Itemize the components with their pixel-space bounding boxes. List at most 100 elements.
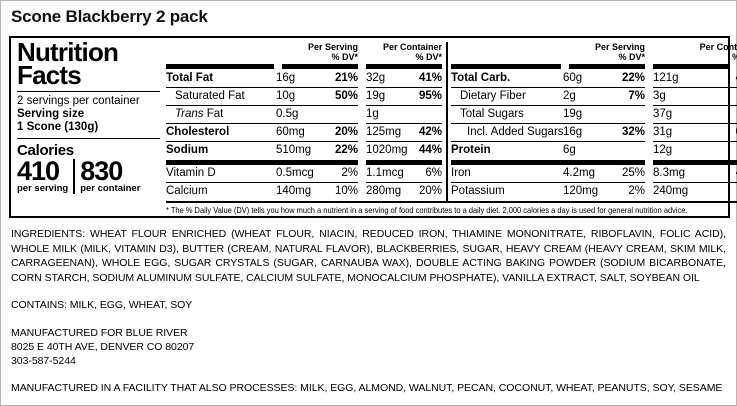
nutrient-label: Protein: [451, 144, 491, 156]
dv-footnote-text: * The % Daily Value (DV) tells you how m…: [166, 205, 688, 215]
row-cholesterol: Cholesterol 60mg 20% 125mg 42%: [166, 124, 442, 142]
dv-per-serving: [609, 106, 645, 123]
amount-per-container: 240mg: [653, 185, 689, 197]
section-bar: [166, 160, 442, 165]
per-serving-header: Per Serving % DV*: [166, 42, 358, 62]
amount-per-serving: 120mg: [563, 185, 599, 197]
column-headers: Per Serving % DV* Per Container % DV*: [451, 42, 737, 64]
amount-per-container: 19g: [366, 90, 386, 102]
dv-per-container: [731, 142, 737, 160]
amount-per-serving: 6g: [563, 144, 576, 156]
dv-per-serving: 10%: [334, 185, 358, 197]
dv-per-container: 44%: [418, 144, 442, 156]
row-vitamin-d: Vitamin D 0.5mcg 2% 1.1mcg 6%: [166, 165, 442, 183]
nutrient-table-carbs: Per Serving % DV* Per Container % DV* To…: [451, 42, 737, 201]
trans-italic: Trans: [175, 108, 204, 120]
row-total-fat: Total Fat 16g 21% 32g 41%: [166, 70, 442, 88]
per-serving-header-text: Per Serving: [594, 42, 645, 52]
dv-per-container: [414, 106, 442, 123]
nutrition-facts-summary: Nutrition Facts 2 servings per container…: [11, 38, 166, 216]
amount-per-container: 1g: [366, 108, 379, 120]
dv-per-container: 20%: [418, 185, 442, 197]
amount-per-serving: 0.5g: [276, 108, 299, 120]
table-divider: [446, 42, 448, 201]
dv-per-serving: 2%: [628, 185, 645, 197]
amount-per-serving: 140mg: [276, 185, 312, 197]
amount-per-container: 8.3mg: [653, 167, 685, 179]
dv-header-text: % DV*: [331, 51, 358, 62]
dv-per-serving: 20%: [334, 126, 358, 138]
divider: [17, 91, 160, 92]
row-saturated-fat: Saturated Fat 10g 50% 19g 95%: [166, 88, 442, 106]
calories-per-container: 830 per container: [73, 156, 145, 194]
row-calcium: Calcium 140mg 10% 280mg 20%: [166, 183, 442, 201]
per-container-header: Per Container % DV*: [358, 42, 442, 62]
nutrient-label: Iron: [451, 167, 471, 179]
facility-statement: MANUFACTURED IN A FACILITY THAT ALSO PRO…: [11, 381, 723, 394]
amount-per-serving: 16g: [563, 126, 583, 138]
dv-per-serving: 2%: [341, 167, 358, 179]
header-bar: [451, 64, 737, 69]
per-container-header: Per Container % DV*: [645, 42, 737, 63]
label-text-blocks: INGREDIENTS: WHEAT FLOUR ENRICHED (WHEAT…: [1, 218, 736, 395]
row-protein: Protein 6g 12g: [451, 142, 737, 160]
dv-per-serving: 7%: [628, 90, 645, 102]
nutrient-label: Vitamin D: [166, 167, 216, 179]
per-container-header-text: Per Container: [382, 42, 442, 52]
per-container-header-text: Per Container: [699, 42, 737, 52]
manufacturer-phone: 303-587-5244: [11, 354, 76, 367]
nutrient-label: Trans Fat: [166, 106, 276, 123]
amount-per-serving: 10g: [276, 90, 296, 102]
amount-per-serving: 2g: [563, 90, 576, 102]
divider: [17, 138, 160, 139]
dv-per-container: 6%: [425, 167, 442, 179]
per-serving-header-text: Per Serving: [307, 42, 358, 52]
manufacturer-block: MANUFACTURED FOR BLUE RIVER 8025 E 40TH …: [11, 326, 726, 368]
dv-header-text: % DV*: [645, 52, 737, 63]
dv-per-serving: 22%: [621, 72, 645, 84]
dv-per-serving: [609, 142, 645, 160]
amount-per-container: 37g: [653, 108, 673, 120]
amount-per-container: 125mg: [366, 126, 402, 138]
nutrient-label: Calcium: [166, 185, 208, 197]
nutrition-facts-heading-line2: Facts: [17, 60, 82, 90]
section-bar: [451, 160, 737, 165]
row-total-carb: Total Carb. 60g 22% 121g 44%: [451, 70, 737, 88]
row-sodium: Sodium 510mg 22% 1020mg 44%: [166, 142, 442, 160]
dv-per-container: 6%: [731, 183, 737, 201]
dv-per-container: 11%: [731, 88, 737, 105]
nutrient-label: Saturated Fat: [175, 90, 245, 102]
nutrient-tables: Per Serving % DV* Per Container % DV* To…: [166, 42, 737, 201]
dv-per-serving: 22%: [334, 144, 358, 156]
dv-header-text: % DV*: [618, 51, 645, 62]
nutrient-label: Potassium: [451, 185, 505, 197]
column-headers: Per Serving % DV* Per Container % DV*: [166, 42, 442, 64]
nutrient-label: Sodium: [166, 144, 209, 156]
dv-per-container: 42%: [418, 126, 442, 138]
header-bar: [166, 64, 442, 69]
row-iron: Iron 4.2mg 25% 8.3mg 45%: [451, 165, 737, 183]
amount-per-container: 3g: [653, 90, 666, 102]
amount-per-container: 1.1mcg: [366, 167, 404, 179]
dv-per-serving: 25%: [621, 167, 645, 179]
amount-per-container: 280mg: [366, 185, 402, 197]
per-serving-header: Per Serving % DV*: [451, 42, 645, 62]
dv-per-container: 45%: [731, 165, 737, 182]
row-potassium: Potassium 120mg 2% 240mg 6%: [451, 183, 737, 201]
amount-per-serving: 19g: [563, 108, 583, 120]
calories-per-serving-label: per serving: [17, 183, 69, 194]
dv-per-serving: [322, 106, 358, 123]
amount-per-container: 1020mg: [366, 144, 408, 156]
servings-per-container: 2 servings per container: [17, 95, 140, 107]
nutrition-facts-heading-line1: Nutrition: [17, 37, 119, 67]
amount-per-serving: 16g: [276, 72, 296, 84]
amount-per-serving: 0.5mcg: [276, 167, 314, 179]
calories-per-container-value: 830: [80, 156, 123, 186]
serving-size-label: Serving size: [17, 108, 85, 120]
dv-per-serving: 50%: [334, 90, 358, 102]
nutrient-tables-area: Per Serving % DV* Per Container % DV* To…: [166, 38, 737, 216]
amount-per-serving: 60g: [563, 72, 583, 84]
amount-per-container: 31g: [653, 126, 673, 138]
dv-per-container: 62%: [731, 124, 737, 141]
nutrient-table-fats: Per Serving % DV* Per Container % DV* To…: [166, 42, 442, 201]
